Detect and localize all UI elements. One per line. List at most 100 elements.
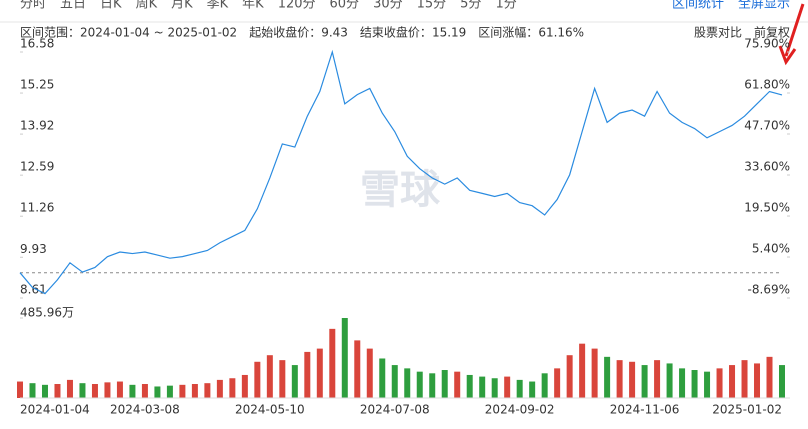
- volume-bar: [216, 379, 223, 398]
- volume-bar: [454, 371, 461, 398]
- y2-tick-label: 33.60%: [744, 160, 790, 174]
- tab[interactable]: 五日: [60, 0, 86, 12]
- volume-bar: [591, 348, 598, 398]
- tab[interactable]: 日K: [100, 0, 122, 12]
- info-label: 结束收盘价：: [360, 25, 432, 40]
- price-line: [19, 49, 783, 295]
- volume-bar: [79, 383, 86, 398]
- volume-bar: [229, 378, 236, 398]
- volume-bar: [241, 374, 248, 398]
- volume-bar: [754, 363, 761, 398]
- tab[interactable]: 30分: [373, 0, 403, 12]
- volume-bar: [291, 365, 298, 398]
- volume-bar: [379, 358, 386, 398]
- tab[interactable]: 周K: [136, 0, 158, 12]
- volume-bar: [716, 368, 723, 398]
- tab[interactable]: 120分: [278, 0, 316, 12]
- tab[interactable]: 月K: [171, 0, 193, 12]
- volume-bar: [341, 318, 348, 398]
- volume-bar: [691, 370, 698, 398]
- volume-bar: [104, 382, 111, 398]
- volume-bar: [266, 355, 273, 398]
- volume-bar: [779, 365, 785, 398]
- volume-bar: [254, 361, 261, 398]
- tab[interactable]: 季K: [207, 0, 229, 12]
- volume-bar: [166, 385, 173, 398]
- volume-bar: [279, 360, 286, 398]
- volume-bar: [429, 373, 436, 398]
- y-tick-label: 13.92: [20, 119, 54, 133]
- info-label: 区间范围：: [20, 26, 80, 40]
- volume-tick-label: 485.96万: [20, 306, 74, 320]
- info-value: 9.43: [321, 26, 348, 40]
- y-tick-label: 11.26: [20, 201, 54, 215]
- info-label: 区间涨幅：: [478, 25, 538, 40]
- volume-bar: [91, 384, 98, 398]
- tab[interactable]: 60分: [330, 0, 360, 12]
- volume-bar: [466, 374, 473, 398]
- x-tick-label: 2024-11-06: [610, 403, 680, 417]
- volume-bar: [516, 379, 523, 398]
- volume-bar: [354, 340, 361, 398]
- volume-bar: [141, 384, 148, 398]
- volume-bar: [566, 355, 573, 398]
- tab[interactable]: 15分: [417, 0, 447, 12]
- volume-bar: [41, 384, 48, 398]
- volume-bar: [404, 368, 411, 398]
- volume-bar: [741, 360, 748, 398]
- x-tick-label: 2024-01-04: [20, 403, 90, 417]
- tab[interactable]: 1分: [495, 0, 516, 12]
- y-tick-label: 15.25: [20, 78, 54, 92]
- volume-bar: [391, 365, 398, 398]
- info-value: 2024-01-04 ~ 2025-01-02: [80, 26, 237, 40]
- volume-bar: [554, 368, 561, 398]
- y2-tick-label: 5.40%: [752, 242, 790, 256]
- volume-bar: [666, 363, 673, 398]
- y-tick-label: 12.59: [20, 160, 54, 174]
- y2-tick-label: 47.70%: [744, 119, 790, 133]
- watermark: 雪球: [360, 167, 441, 213]
- option[interactable]: 股票对比: [694, 26, 742, 40]
- volume-bar: [616, 360, 623, 398]
- volume-bar: [316, 348, 323, 398]
- volume-bar: [154, 386, 161, 398]
- x-tick-label: 2024-09-02: [485, 403, 555, 417]
- info-label: 起始收盘价：: [249, 25, 321, 40]
- volume-bar: [504, 376, 511, 398]
- x-tick-label: 2025-01-02: [712, 403, 782, 417]
- y2-tick-label: 75.90%: [744, 37, 790, 51]
- x-tick-label: 2024-05-10: [235, 403, 305, 417]
- tab[interactable]: 年K: [242, 0, 264, 12]
- arrow: [778, 3, 805, 66]
- volume-bar: [766, 356, 773, 398]
- y-tick-label: 8.61: [20, 283, 47, 297]
- tool[interactable]: 区间统计: [672, 0, 724, 12]
- volume-bar: [129, 384, 136, 398]
- volume-bar: [541, 373, 548, 398]
- volume-bar: [704, 371, 711, 398]
- tab[interactable]: 分时: [20, 0, 46, 12]
- y-tick-label: 9.93: [20, 242, 47, 256]
- volume-bar: [29, 383, 36, 398]
- volume-bar: [179, 384, 186, 398]
- volume-bar: [66, 379, 73, 398]
- tool[interactable]: 全屏显示: [738, 0, 790, 12]
- volume-bar: [304, 351, 311, 398]
- volume-bar: [654, 360, 661, 398]
- volume-bar: [679, 368, 686, 398]
- option[interactable]: 前复权: [754, 25, 790, 40]
- y2-tick-label: 61.80%: [744, 78, 790, 92]
- tab[interactable]: 5分: [460, 0, 481, 12]
- volume-bar: [191, 384, 198, 398]
- x-tick-label: 2024-03-08: [110, 403, 180, 417]
- volume-bar: [116, 381, 123, 398]
- volume-bar: [641, 365, 648, 398]
- volume-bar: [604, 356, 611, 398]
- info-value: 15.19: [432, 26, 466, 40]
- volume-bar: [329, 328, 336, 398]
- volume-bar: [54, 384, 61, 398]
- volume-bar: [17, 381, 23, 398]
- volume-bar: [629, 361, 636, 398]
- y2-tick-label: 19.50%: [744, 201, 790, 215]
